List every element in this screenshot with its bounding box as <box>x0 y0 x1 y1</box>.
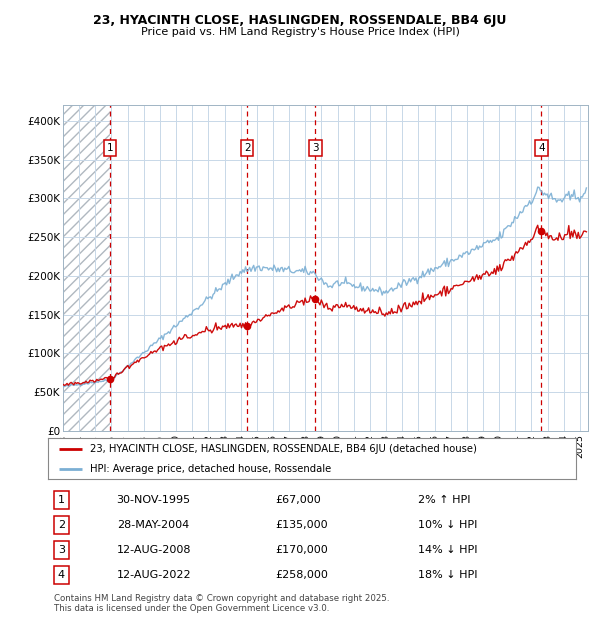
Text: 1: 1 <box>58 495 65 505</box>
Text: 2% ↑ HPI: 2% ↑ HPI <box>418 495 470 505</box>
Text: 12-AUG-2022: 12-AUG-2022 <box>116 570 191 580</box>
Text: 2: 2 <box>58 520 65 530</box>
Text: 4: 4 <box>538 143 545 153</box>
Text: 4: 4 <box>58 570 65 580</box>
Text: 1: 1 <box>107 143 113 153</box>
Text: Price paid vs. HM Land Registry's House Price Index (HPI): Price paid vs. HM Land Registry's House … <box>140 27 460 37</box>
Text: 2: 2 <box>244 143 250 153</box>
Text: HPI: Average price, detached house, Rossendale: HPI: Average price, detached house, Ross… <box>90 464 331 474</box>
Text: £258,000: £258,000 <box>275 570 328 580</box>
Text: 28-MAY-2004: 28-MAY-2004 <box>116 520 189 530</box>
Text: 23, HYACINTH CLOSE, HASLINGDEN, ROSSENDALE, BB4 6JU (detached house): 23, HYACINTH CLOSE, HASLINGDEN, ROSSENDA… <box>90 444 477 454</box>
Text: £135,000: £135,000 <box>275 520 328 530</box>
Text: £67,000: £67,000 <box>275 495 321 505</box>
Text: Contains HM Land Registry data © Crown copyright and database right 2025.
This d: Contains HM Land Registry data © Crown c… <box>54 594 389 613</box>
Text: 10% ↓ HPI: 10% ↓ HPI <box>418 520 477 530</box>
Text: 30-NOV-1995: 30-NOV-1995 <box>116 495 191 505</box>
Text: £170,000: £170,000 <box>275 545 328 555</box>
Text: 14% ↓ HPI: 14% ↓ HPI <box>418 545 477 555</box>
Text: 18% ↓ HPI: 18% ↓ HPI <box>418 570 477 580</box>
Text: 3: 3 <box>58 545 65 555</box>
Bar <box>63 105 110 431</box>
Text: 23, HYACINTH CLOSE, HASLINGDEN, ROSSENDALE, BB4 6JU: 23, HYACINTH CLOSE, HASLINGDEN, ROSSENDA… <box>94 14 506 27</box>
Text: 3: 3 <box>312 143 319 153</box>
Text: 12-AUG-2008: 12-AUG-2008 <box>116 545 191 555</box>
